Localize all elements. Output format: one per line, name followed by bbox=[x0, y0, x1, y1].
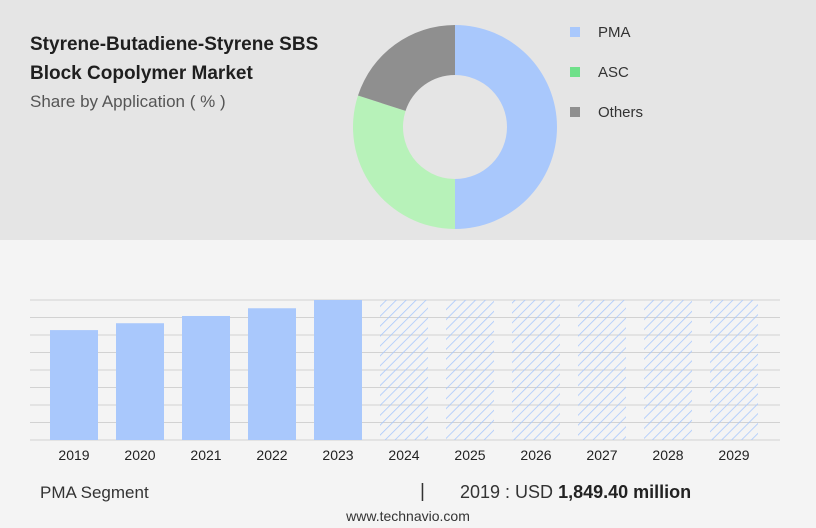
segment-value: 2019 : USD 1,849.40 million bbox=[460, 482, 691, 503]
x-tick-label: 2023 bbox=[322, 447, 353, 463]
legend-item-others: Others bbox=[570, 92, 643, 132]
donut-chart bbox=[353, 25, 557, 229]
x-tick-label: 2028 bbox=[652, 447, 683, 463]
donut-slice-asc bbox=[353, 95, 455, 229]
source-link[interactable]: www.technavio.com bbox=[346, 508, 470, 524]
forecast-bar-2026 bbox=[512, 300, 560, 440]
chart-title: Styrene-Butadiene-Styrene SBS Block Copo… bbox=[30, 34, 319, 84]
x-tick-label: 2022 bbox=[256, 447, 287, 463]
donut-slice-pma bbox=[455, 25, 557, 229]
bar-2023 bbox=[314, 300, 362, 440]
legend-label-pma: PMA bbox=[598, 23, 631, 41]
legend-label-asc: ASC bbox=[598, 63, 629, 81]
forecast-bar-2029 bbox=[710, 300, 758, 440]
legend: PMA ASC Others bbox=[570, 12, 643, 132]
x-tick-label: 2026 bbox=[520, 447, 551, 463]
x-tick-label: 2021 bbox=[190, 447, 221, 463]
x-tick-label: 2029 bbox=[718, 447, 749, 463]
bar-chart: 2019 2020 2021 2022 2023 2024 2025 2026 2027 2028… bbox=[30, 299, 780, 463]
x-tick-label: 2020 bbox=[124, 447, 155, 463]
chart-subtitle: Share by Application ( % ) bbox=[30, 92, 226, 111]
legend-item-asc: ASC bbox=[570, 52, 643, 92]
forecast-bar-2024 bbox=[380, 300, 428, 440]
bar-2020 bbox=[116, 323, 164, 440]
segment-label: PMA Segment bbox=[40, 483, 149, 502]
legend-item-pma: PMA bbox=[570, 12, 643, 52]
bar-2021 bbox=[182, 315, 230, 440]
x-tick-label: 2025 bbox=[454, 447, 485, 463]
legend-label-others: Others bbox=[598, 103, 644, 121]
donut-slice-others bbox=[357, 25, 455, 111]
legend-swatch-others bbox=[570, 107, 580, 117]
segment-year: 2019 : USD bbox=[460, 482, 559, 502]
x-tick-label: 2019 bbox=[58, 447, 89, 463]
footer-divider: | bbox=[420, 481, 425, 502]
bar-2019 bbox=[50, 330, 98, 440]
forecast-bar-2025 bbox=[446, 300, 494, 440]
x-tick-label: 2027 bbox=[586, 447, 617, 463]
forecast-bar-2027 bbox=[578, 300, 626, 440]
x-tick-label: 2024 bbox=[388, 447, 419, 463]
legend-swatch-asc bbox=[570, 67, 580, 77]
legend-swatch-pma bbox=[570, 27, 580, 37]
forecast-bar-2028 bbox=[644, 300, 692, 440]
bar-2022 bbox=[248, 308, 296, 440]
segment-amount: 1,849.40 million bbox=[558, 482, 692, 502]
